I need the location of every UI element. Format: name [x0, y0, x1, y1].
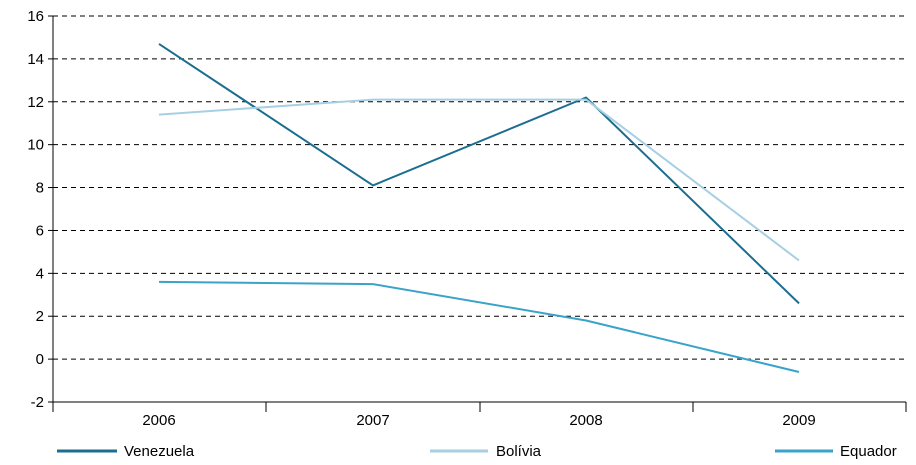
x-tick-label: 2009 — [782, 412, 815, 429]
y-tick-label: 12 — [27, 94, 44, 111]
y-tick-label: 16 — [27, 8, 44, 25]
legend-label-bolivia: Bolívia — [496, 443, 542, 460]
series-line-equador — [158, 280, 800, 373]
x-tick-label: 2008 — [569, 412, 602, 429]
x-tick-labels: 2006 2007 2008 2009 — [142, 412, 815, 429]
y-tick-label: 8 — [36, 180, 44, 197]
y-tick-label: 4 — [36, 265, 44, 282]
series-line-bolivia — [158, 98, 800, 262]
series-lines — [158, 43, 800, 373]
y-tick-label: 10 — [27, 137, 44, 154]
legend: Venezuela Bolívia Equador — [57, 443, 897, 460]
y-tick-label: 6 — [36, 222, 44, 239]
y-tick-label: 14 — [27, 51, 44, 68]
x-tick-label: 2007 — [356, 412, 389, 429]
x-tick-label: 2006 — [142, 412, 175, 429]
y-tick-label: 0 — [36, 351, 44, 368]
y-tick-label: 2 — [36, 308, 44, 325]
y-tick-labels: -2 0 2 4 6 8 10 12 14 16 — [27, 8, 44, 411]
grid-lines — [53, 15, 906, 360]
legend-label-equador: Equador — [840, 443, 897, 460]
legend-label-venezuela: Venezuela — [124, 443, 195, 460]
y-tick-label: -2 — [31, 394, 44, 411]
series-line-venezuela — [158, 43, 800, 305]
axes — [48, 15, 907, 412]
